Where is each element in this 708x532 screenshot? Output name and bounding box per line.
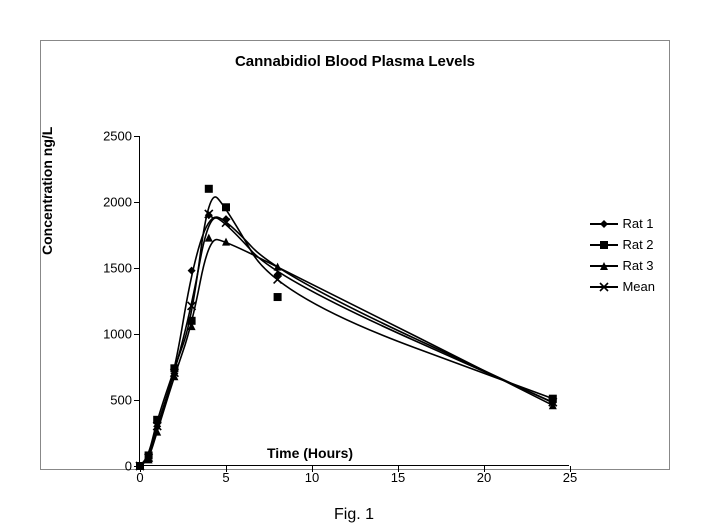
x-tick-label: 25 bbox=[563, 470, 577, 485]
y-tick bbox=[134, 202, 140, 203]
series-marker bbox=[274, 293, 282, 301]
legend-label: Rat 1 bbox=[622, 216, 653, 231]
y-tick bbox=[134, 466, 140, 467]
legend-label: Mean bbox=[622, 279, 655, 294]
legend-item: Mean bbox=[590, 279, 655, 294]
x-tick-label: 15 bbox=[391, 470, 405, 485]
legend: Rat 1 Rat 2 Rat 3 Mean bbox=[590, 210, 655, 300]
series-line bbox=[140, 197, 553, 466]
chart-title: Cannabidiol Blood Plasma Levels bbox=[41, 53, 669, 70]
x-tick-label: 20 bbox=[477, 470, 491, 485]
y-tick bbox=[134, 334, 140, 335]
plot-area: 051015202505001000150020002500 bbox=[139, 136, 569, 466]
y-tick bbox=[134, 400, 140, 401]
figure-caption: Fig. 1 bbox=[0, 506, 708, 524]
chart-frame: Cannabidiol Blood Plasma Levels Concentr… bbox=[40, 40, 670, 470]
series-line bbox=[140, 218, 553, 466]
series-marker bbox=[205, 185, 213, 193]
x-tick-label: 5 bbox=[222, 470, 229, 485]
legend-swatch bbox=[590, 259, 618, 273]
x-tick-label: 0 bbox=[136, 470, 143, 485]
x-tick-label: 10 bbox=[305, 470, 319, 485]
y-tick bbox=[134, 136, 140, 137]
y-tick-label: 2000 bbox=[92, 195, 132, 210]
series-line bbox=[140, 240, 553, 466]
x-axis-label: Time (Hours) bbox=[41, 445, 579, 461]
legend-swatch bbox=[590, 238, 618, 252]
legend-item: Rat 1 bbox=[590, 216, 655, 231]
figure-container: Cannabidiol Blood Plasma Levels Concentr… bbox=[0, 0, 708, 532]
y-tick-label: 2500 bbox=[92, 129, 132, 144]
y-tick-label: 500 bbox=[92, 393, 132, 408]
y-tick bbox=[134, 268, 140, 269]
y-tick-label: 1500 bbox=[92, 261, 132, 276]
legend-item: Rat 2 bbox=[590, 237, 655, 252]
legend-item: Rat 3 bbox=[590, 258, 655, 273]
legend-swatch bbox=[590, 217, 618, 231]
y-tick-label: 1000 bbox=[92, 327, 132, 342]
y-axis-label: Concentration ng/L bbox=[39, 127, 55, 255]
series-marker bbox=[188, 267, 196, 275]
series-marker bbox=[222, 203, 230, 211]
legend-label: Rat 2 bbox=[622, 237, 653, 252]
legend-swatch bbox=[590, 280, 618, 294]
legend-label: Rat 3 bbox=[622, 258, 653, 273]
plot-svg bbox=[140, 136, 570, 466]
